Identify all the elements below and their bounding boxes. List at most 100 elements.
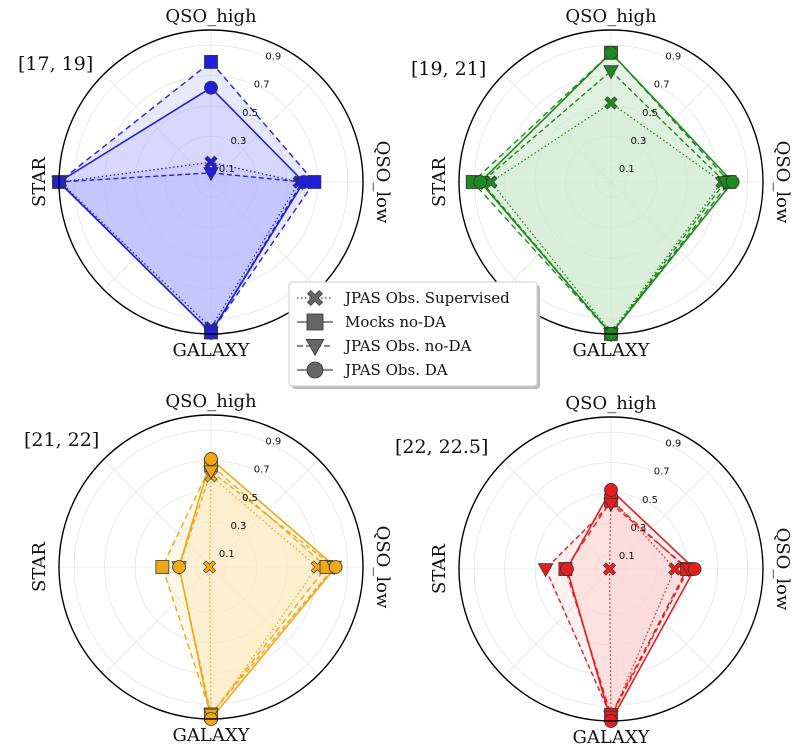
series-fill-jpas-obs-supervised: [609, 497, 675, 718]
grid-spoke: [610, 74, 719, 183]
legend-box: [288, 281, 538, 387]
grid-spoke: [503, 461, 612, 570]
marker-jpas-obs-da-qso-low: [687, 562, 702, 576]
legend: JPAS Obs. Supervised Mocks no-DA JPAS Obs.…: [288, 281, 540, 389]
radial-tick-label: 0.7: [654, 467, 670, 478]
marker-jpas-obs-da-qso-high: [204, 452, 218, 466]
radial-tick-label: 0.5: [242, 108, 258, 119]
series-line-jpas-obs-no-da: [480, 70, 726, 336]
legend-item-jpas-obs-no-da: JPAS Obs. no-DA: [297, 337, 472, 357]
marker-jpas-obs-supervised-star: [602, 562, 617, 576]
marker-jpas-obs-supervised-qso-low: [668, 562, 682, 576]
radial-tick-label: 0.5: [642, 108, 658, 119]
axis-label-star: STAR: [29, 542, 50, 592]
axis-label-qso-low: QSO_low: [772, 528, 793, 611]
polar-frame: [458, 416, 764, 722]
legend-label: Mocks no-DA: [345, 313, 446, 331]
panel-title: [17, 19]: [18, 53, 93, 75]
marker-jpas-obs-da-qso-low: [328, 560, 343, 574]
series-fill-jpas-obs-da: [179, 459, 336, 719]
grid-spoke: [103, 181, 212, 290]
marker-jpas-obs-no-da-star: [537, 563, 554, 578]
grid-spoke: [503, 181, 612, 290]
legend-label: JPAS Obs. no-DA: [343, 337, 472, 355]
grid-spoke: [210, 566, 319, 675]
series-fill-mocks-no-da: [162, 465, 327, 715]
marker-mocks-no-da-star: [155, 560, 170, 574]
legend-item-jpas-obs-supervised: JPAS Obs. Supervised: [297, 289, 510, 307]
axis-label-qso-low: QSO_low: [372, 141, 393, 224]
legend-marker-triangle-icon: [305, 338, 325, 357]
radial-tick-label: 0.1: [219, 164, 235, 175]
radial-tick-label: 0.5: [242, 493, 258, 504]
radial-tick-label: 0.9: [265, 52, 281, 63]
legend-marker-square-icon: [306, 313, 324, 331]
radial-tick-label: 0.7: [254, 465, 270, 476]
series-fill-jpas-obs-da: [59, 87, 304, 333]
marker-jpas-obs-supervised-qso-high: [604, 96, 618, 110]
radial-tick-label: 0.5: [642, 495, 658, 506]
marker-jpas-obs-da-star: [560, 562, 574, 576]
grid-spoke: [210, 74, 319, 183]
marker-jpas-obs-da-galaxy: [204, 325, 218, 340]
axis-label-qso-low: QSO_low: [372, 526, 393, 609]
grid-spoke: [103, 566, 212, 675]
radar-panel-22-22-5: 0.1 0.3 0.5 0.7 0.9 QSO_high QSO_low GALAXY STAR…: [395, 393, 793, 748]
grid-spoke: [610, 461, 719, 570]
series-fill-mocks-no-da: [565, 500, 687, 715]
axis-label-galaxy: GALAXY: [172, 725, 250, 746]
series-line-jpas-obs-supervised: [208, 474, 319, 718]
radial-tick-label: 0.9: [665, 52, 681, 63]
axis-label-qso-low: QSO_low: [772, 141, 793, 224]
radar-panel-19-21: 0.1 0.3 0.5 0.7 0.9 QSO_high QSO_low GALAXY STAR…: [411, 6, 793, 361]
marker-jpas-obs-da-qso-high: [204, 80, 218, 95]
marker-jpas-obs-da-qso-low: [725, 175, 740, 189]
radar-panel-21-22: 0.1 0.3 0.5 0.7 0.9 QSO_high QSO_low GALAXY STAR…: [24, 391, 393, 746]
legend-label: JPAS Obs. Supervised: [343, 289, 510, 307]
axis-label-star: STAR: [429, 544, 450, 594]
marker-jpas-obs-da-qso-low: [296, 175, 311, 189]
axis-label-galaxy: GALAXY: [572, 340, 650, 361]
radial-tick-label: 0.9: [665, 439, 681, 450]
marker-jpas-obs-da-qso-high: [604, 483, 618, 497]
legend-item-jpas-obs-da: JPAS Obs. DA: [297, 361, 448, 379]
panel-title: [21, 22]: [24, 429, 99, 451]
series-fill-jpas-obs-supervised: [490, 102, 722, 333]
radial-tick-label: 0.1: [219, 549, 235, 560]
polar-frame: [58, 29, 364, 335]
radial-tick-label: 0.1: [619, 164, 635, 175]
series-fill-jpas-obs-supervised: [209, 475, 318, 716]
series-fill-jpas-obs-no-da: [545, 503, 689, 717]
axis-label-galaxy: GALAXY: [172, 340, 250, 361]
radar-panels: 0.1 0.3 0.5 0.7 0.9 QSO_high QSO_low GALAXY STAR…: [18, 6, 793, 748]
radial-tick-label: 0.7: [654, 80, 670, 91]
axis-label-qso-high: QSO_high: [565, 393, 657, 414]
grid-spoke: [503, 568, 612, 677]
legend-marker-x-icon: [306, 289, 324, 307]
legend-item-mocks-no-da: Mocks no-DA: [297, 313, 446, 331]
series-fill-jpas-obs-no-da: [179, 471, 335, 715]
radial-tick-label: 0.7: [254, 80, 270, 91]
radial-tick-label: 0.3: [230, 136, 246, 147]
marker-jpas-obs-no-da-qso-high: [603, 65, 619, 80]
series-fill-jpas-obs-no-da: [481, 71, 725, 334]
radial-tick-label: 0.1: [619, 551, 635, 562]
radial-tick-label: 0.3: [630, 523, 646, 534]
radial-tick-label: 0.9: [265, 437, 281, 448]
radar-panel-17-19: 0.1 0.3 0.5 0.7 0.9 QSO_high QSO_low GALAXY STAR…: [18, 6, 393, 361]
series-fill-jpas-obs-no-da: [59, 172, 303, 333]
grid-spoke: [610, 181, 719, 290]
series-fill-jpas-obs-da: [480, 52, 733, 335]
legend-label: JPAS Obs. DA: [343, 361, 448, 379]
axis-label-qso-high: QSO_high: [165, 6, 257, 27]
polar-frame: [458, 29, 764, 335]
marker-jpas-obs-da-star: [473, 175, 488, 189]
marker-jpas-obs-no-da-qso-high: [603, 497, 619, 512]
grid-spoke: [503, 74, 612, 183]
radial-tick-label: 0.3: [630, 136, 646, 147]
grid-spoke: [103, 459, 212, 568]
axis-label-galaxy: GALAXY: [572, 727, 650, 748]
radial-tick-label: 0.3: [230, 521, 246, 532]
panel-title: [22, 22.5]: [395, 436, 488, 458]
